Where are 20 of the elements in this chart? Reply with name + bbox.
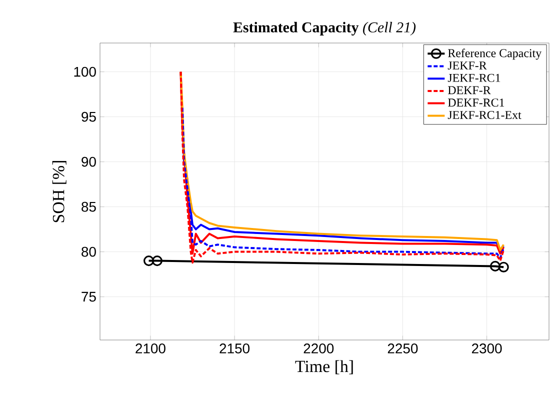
chart-title: Estimated Capacity (Cell 21) bbox=[233, 22, 416, 36]
y-tick-label: 90 bbox=[82, 156, 96, 167]
y-tick-label: 100 bbox=[74, 66, 96, 77]
x-tick-label: 2300 bbox=[472, 344, 502, 354]
legend-label: Reference Capacity bbox=[448, 48, 542, 60]
legend-label: DEKF-RC1 bbox=[448, 98, 504, 107]
x-tick-label: 2250 bbox=[388, 344, 418, 354]
x-tick-label: 2100 bbox=[136, 344, 166, 354]
y-tick-label: 95 bbox=[82, 112, 96, 122]
y-tick-label: 80 bbox=[82, 246, 96, 257]
legend-label: JEKF-RC1-Ext bbox=[448, 110, 522, 120]
legend-label: JEKF-RC1 bbox=[448, 74, 500, 82]
x-tick-label: 2150 bbox=[220, 344, 250, 354]
legend-label: JEKF-R bbox=[448, 62, 487, 70]
y-axis-title: SOH [%] bbox=[52, 161, 66, 222]
y-tick-label: 85 bbox=[82, 202, 96, 212]
y-tick-label: 75 bbox=[82, 292, 96, 302]
legend-label: DEKF-R bbox=[448, 86, 491, 94]
x-tick-label: 2200 bbox=[304, 344, 334, 354]
x-axis-title: Time [h] bbox=[295, 360, 353, 374]
